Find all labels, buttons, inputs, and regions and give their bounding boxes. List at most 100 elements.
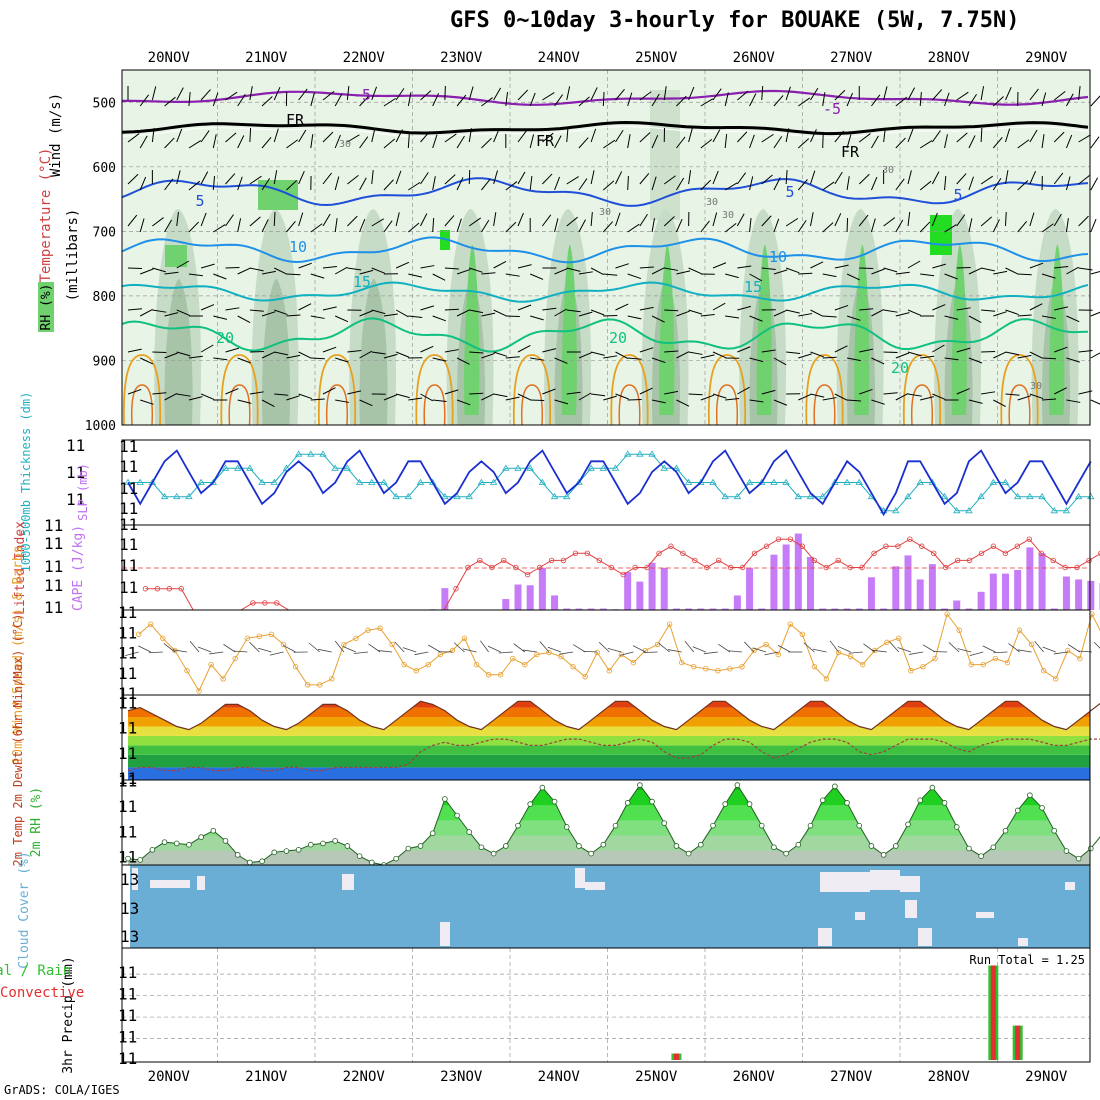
rh-point: [661, 820, 668, 826]
wind-barb: [632, 645, 646, 653]
rh-point: [222, 838, 229, 844]
end: 11: [119, 457, 138, 476]
wind-barb: [651, 315, 665, 323]
wind-barb: [663, 86, 667, 101]
wind-barb: [603, 395, 617, 401]
wind-barb: [420, 393, 433, 402]
pressure-tick-label: 600: [93, 161, 116, 176]
lifted-index-point: [847, 564, 853, 571]
wind-barb: [692, 646, 706, 653]
wind-barb: [583, 650, 598, 653]
wind-barb: [529, 273, 544, 280]
ylabel-pressure: (millibars): [65, 209, 81, 302]
wind-barb: [200, 171, 209, 185]
lifted-index-point: [727, 564, 734, 571]
wind-barb: [481, 219, 490, 233]
contour-label: 5: [953, 186, 962, 204]
rh-point: [832, 783, 838, 790]
wind-barb: [566, 309, 581, 313]
wind-barb: [773, 309, 787, 317]
wind-barb: [590, 128, 597, 143]
wind-barb: [895, 392, 909, 401]
rh-shade-green: [464, 244, 480, 415]
rh-band: [128, 834, 1090, 851]
wind-barb: [863, 643, 875, 653]
wind-barb: [176, 212, 179, 227]
thickness-point: [368, 478, 376, 485]
wind-barb: [1054, 306, 1069, 311]
wind-barb: [639, 266, 654, 269]
cape-bar: [538, 567, 546, 610]
wind-speed-point: [835, 649, 842, 656]
rh-point: [844, 800, 850, 806]
cape-bar: [624, 572, 632, 610]
rh-point: [149, 846, 156, 853]
wind-speed-point: [208, 661, 214, 668]
wind-barb: [725, 273, 739, 279]
thickness-point: [124, 478, 132, 485]
wind-barb: [395, 212, 400, 227]
wind-speed-point: [956, 627, 962, 633]
wind-barb: [468, 217, 482, 227]
wind-barb: [456, 218, 462, 233]
thickness-point: [404, 492, 413, 500]
wind-barb: [871, 135, 879, 149]
wind-barb: [298, 171, 305, 185]
wind-barb: [822, 222, 834, 233]
rh-point: [758, 822, 765, 829]
wind-speed-point: [449, 647, 456, 654]
rh-point: [685, 850, 692, 857]
wind-barb: [1066, 266, 1079, 275]
wind-barb: [785, 217, 799, 227]
wind-speed-point: [980, 661, 987, 668]
lifted-index-point: [1098, 550, 1100, 556]
wind-barb: [1005, 351, 1020, 356]
temperature-contour-warm: [1008, 384, 1031, 426]
lifted-index-point: [1038, 550, 1044, 557]
run-total-label: Run Total = 1.25: [969, 953, 1085, 967]
wind-speed-point: [546, 649, 552, 656]
wind-barb: [444, 267, 459, 270]
wind-barb: [871, 308, 885, 317]
thickness-point: [477, 478, 486, 485]
wind-barb: [700, 220, 710, 233]
wind-barb: [225, 347, 240, 353]
wind-speed-point: [799, 631, 806, 637]
wind-barb: [897, 647, 912, 653]
wind-barb: [993, 651, 1008, 654]
cape-bar: [599, 608, 607, 610]
wind-barb: [200, 393, 215, 400]
wind-barb: [469, 392, 484, 395]
lifted-index-point: [942, 564, 949, 571]
end: 11: [118, 719, 137, 738]
wind-barb: [176, 309, 190, 316]
wind-barb: [993, 351, 1007, 359]
wind-barb: [420, 265, 435, 269]
wind-barb: [456, 177, 464, 191]
end: 11: [118, 963, 137, 982]
wind-barb: [700, 98, 714, 107]
wind-speed-point: [268, 631, 275, 637]
rh-point: [1051, 827, 1058, 834]
wind-barb: [566, 267, 581, 272]
wind-barb: [919, 92, 922, 107]
thickness-point: [599, 464, 608, 471]
wind-barb: [712, 302, 726, 311]
wind-barb: [615, 263, 629, 269]
wind-barb: [286, 180, 298, 191]
date-label-top: 20NOV: [148, 50, 191, 66]
thickness-point: [1026, 492, 1034, 500]
precip-convective-bar: [990, 965, 996, 1060]
end: 11: [118, 848, 137, 867]
thickness-point: [221, 464, 230, 471]
thickness-point: [782, 478, 790, 485]
wind-barb: [213, 224, 226, 233]
wind-barb: [919, 140, 933, 149]
wind-barb: [420, 172, 429, 185]
lifted-index-point: [453, 586, 459, 592]
thickness-point: [806, 492, 815, 500]
wind-barb: [846, 273, 860, 281]
wind-barb: [651, 176, 657, 191]
date-label-top: 25NOV: [635, 50, 678, 66]
wind-barb: [554, 308, 567, 317]
